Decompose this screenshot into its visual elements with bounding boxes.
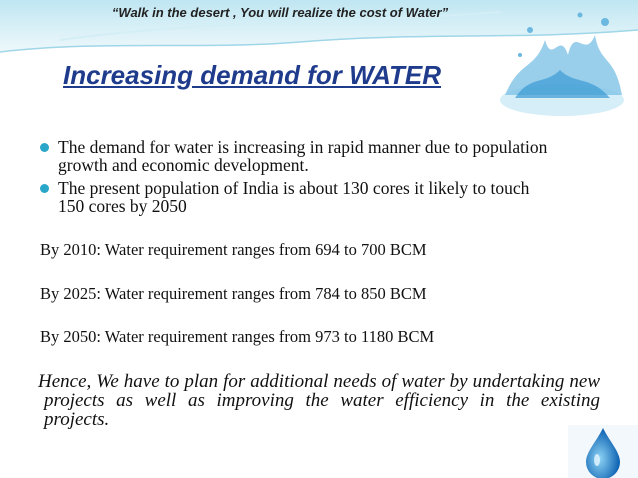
- water-drop: [586, 428, 620, 478]
- bullet: The present population of India is about…: [40, 179, 560, 215]
- conclusion: Hence, We have to plan for additional ne…: [38, 371, 600, 430]
- requirement-line: By 2025: Water requirement ranges from 7…: [40, 284, 427, 303]
- slide-title: Increasing demand for WATER: [63, 60, 442, 90]
- bullet-list: The demand for water is increasing in ra…: [40, 138, 560, 220]
- requirement-line: By 2050: Water requirement ranges from 9…: [40, 327, 435, 346]
- requirement-line: By 2010: Water requirement ranges from 6…: [40, 240, 427, 259]
- bullet: The demand for water is increasing in ra…: [40, 138, 560, 174]
- quote: “Walk in the desert , You will realize t…: [111, 5, 449, 20]
- water-splash: [500, 12, 624, 116]
